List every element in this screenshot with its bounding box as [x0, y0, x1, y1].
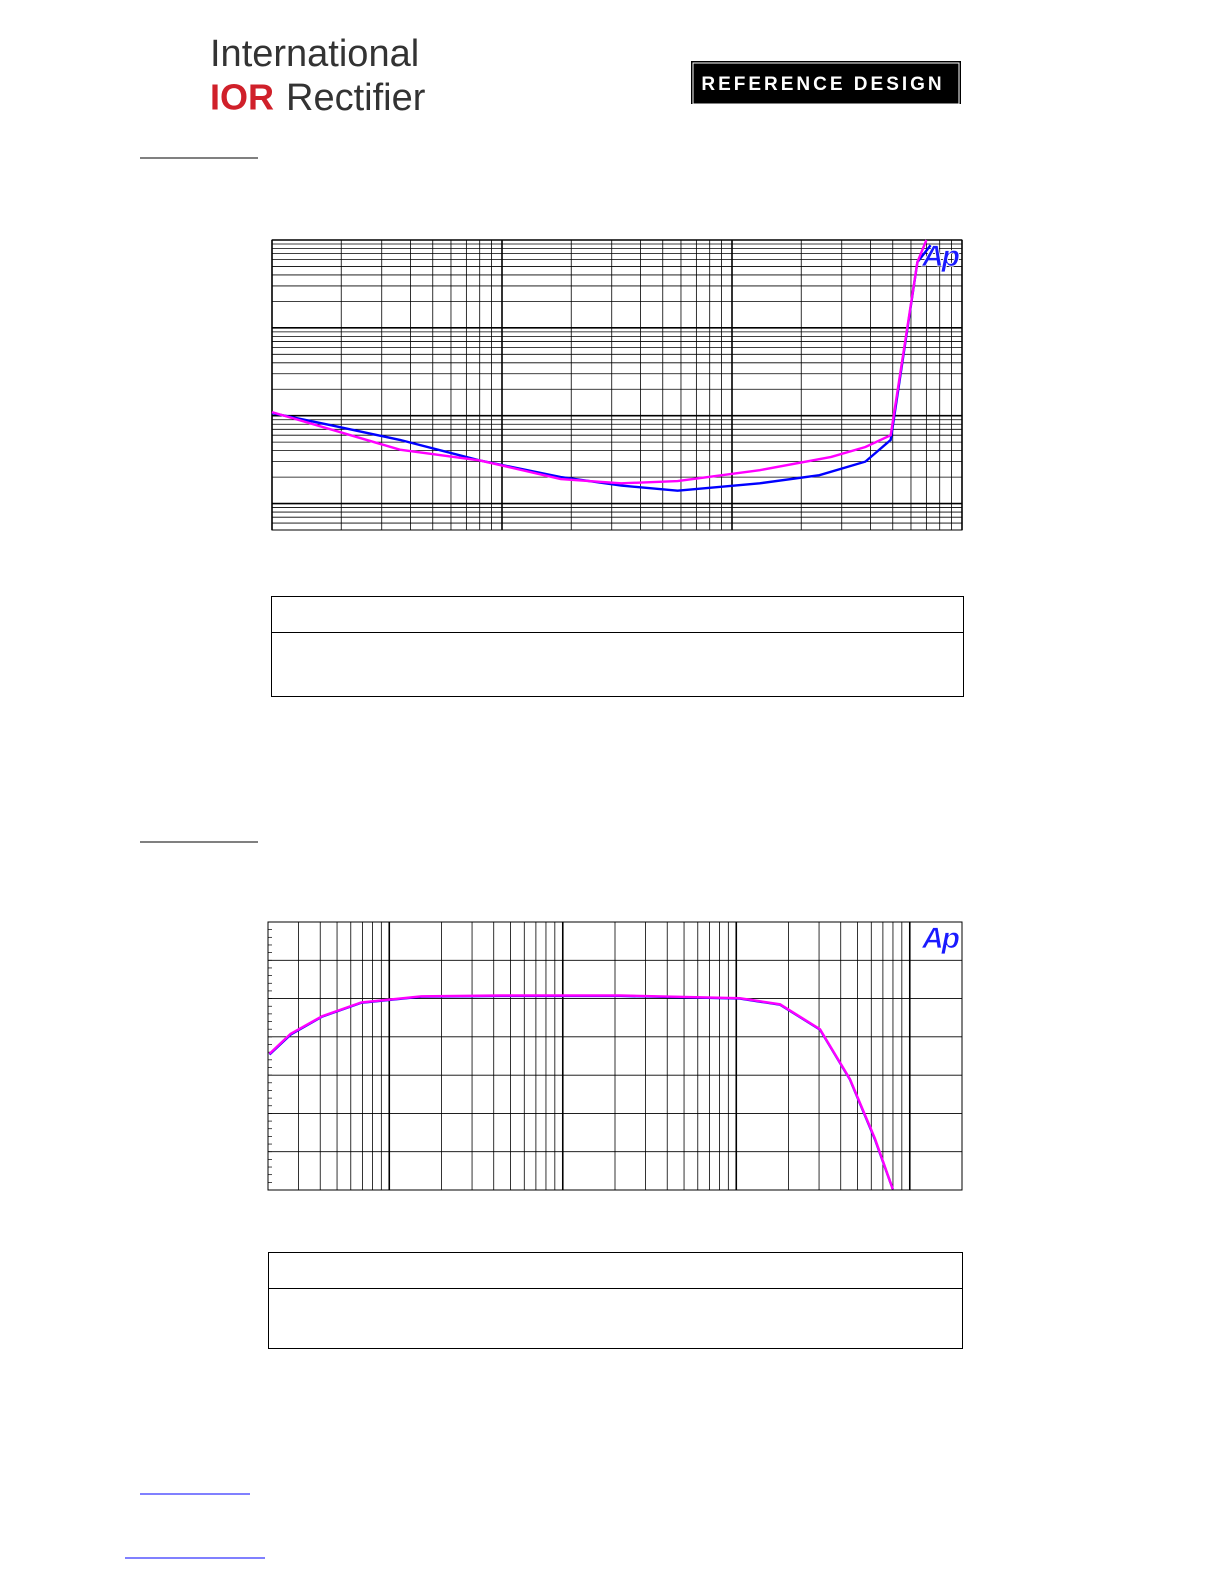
logo-line2: Rectifier [286, 77, 426, 119]
series-line [271, 244, 932, 492]
caption-box [271, 596, 964, 697]
ap-logo: Ap [921, 240, 960, 273]
ap-logo: Ap [921, 922, 960, 955]
plot-frame [271, 239, 963, 531]
logo-brand: IOR [210, 77, 274, 118]
series-line [268, 994, 894, 1190]
series-line [268, 994, 894, 1190]
caption-box [268, 1252, 963, 1349]
badge-text: REFERENCE DESIGN [701, 74, 944, 95]
logo-line1: International [210, 33, 419, 75]
badge-inner [692, 62, 960, 105]
badge-box [691, 61, 961, 104]
series-line [271, 239, 928, 485]
plot-frame [267, 921, 963, 1191]
